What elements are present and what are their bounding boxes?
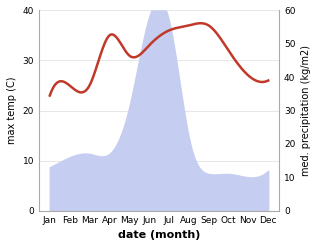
Y-axis label: max temp (C): max temp (C) (7, 77, 17, 144)
X-axis label: date (month): date (month) (118, 230, 200, 240)
Y-axis label: med. precipitation (kg/m2): med. precipitation (kg/m2) (301, 45, 311, 176)
